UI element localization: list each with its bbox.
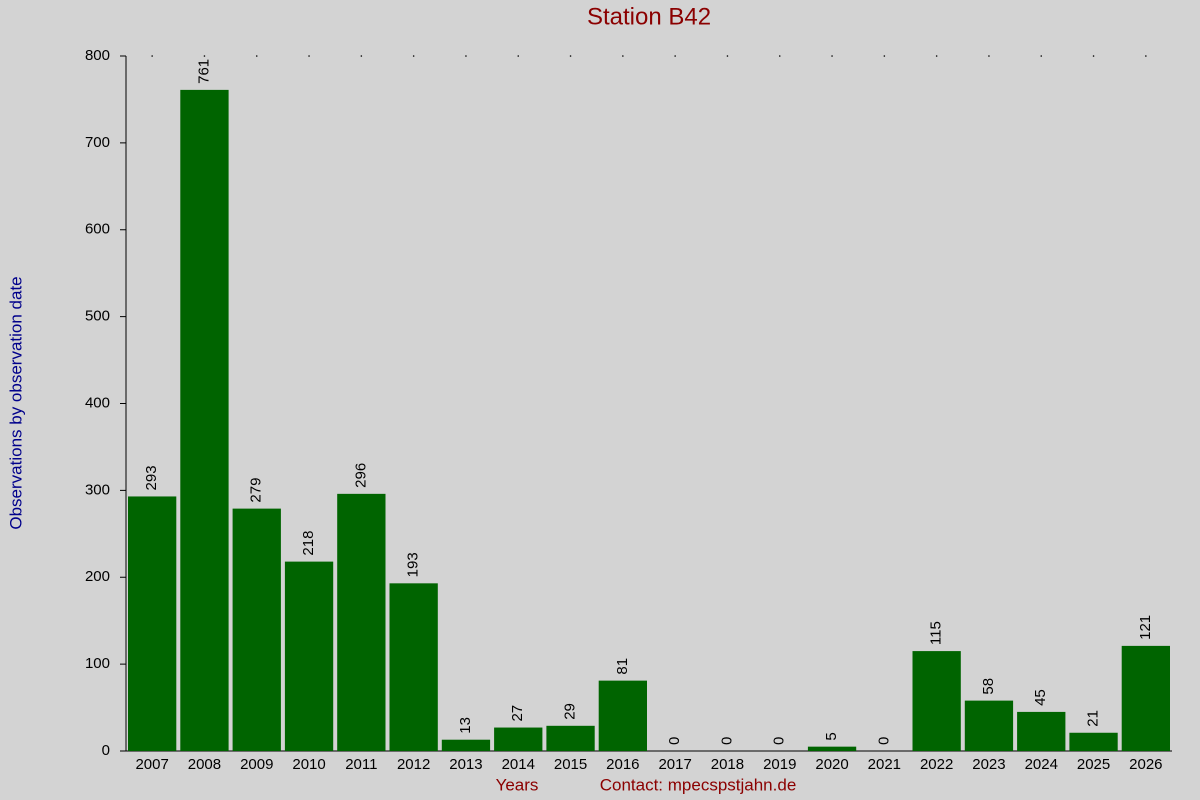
value-label: 0 xyxy=(718,737,735,745)
bar xyxy=(128,496,177,751)
y-tick-label: 800 xyxy=(85,47,110,64)
top-dot xyxy=(988,55,990,57)
value-label: 115 xyxy=(928,621,945,645)
top-dot xyxy=(255,55,258,57)
top-dot xyxy=(517,55,520,57)
value-label: 58 xyxy=(980,678,997,695)
value-label: 0 xyxy=(771,737,788,745)
top-dot xyxy=(1145,55,1147,57)
value-label: 81 xyxy=(614,658,631,675)
x-tick-label: 2024 xyxy=(1025,756,1058,773)
x-tick-label: 2012 xyxy=(397,756,430,773)
x-tick-label: 2009 xyxy=(240,756,273,773)
value-label: 13 xyxy=(457,717,474,734)
bar xyxy=(1121,645,1170,751)
x-tick-label: 2011 xyxy=(345,756,377,773)
x-tick-label: 2021 xyxy=(868,756,901,773)
bar xyxy=(1069,732,1118,751)
bar xyxy=(494,727,543,751)
top-dot xyxy=(1092,55,1095,57)
top-dot xyxy=(151,55,153,57)
value-label: 29 xyxy=(562,703,579,720)
bar xyxy=(232,508,281,751)
y-tick-label: 200 xyxy=(85,568,110,585)
value-label: 45 xyxy=(1032,689,1049,706)
y-tick-label: 500 xyxy=(85,308,110,325)
value-label: 279 xyxy=(248,478,265,503)
x-tick-label: 2026 xyxy=(1129,756,1162,773)
y-tick-label: 700 xyxy=(85,134,110,151)
value-label: 0 xyxy=(666,737,683,745)
top-dot xyxy=(831,55,833,57)
y-tick-label: 600 xyxy=(85,221,110,238)
top-dot xyxy=(203,55,206,57)
x-tick-label: 2023 xyxy=(972,756,1005,773)
top-dot xyxy=(465,55,467,57)
top-dot xyxy=(778,55,781,57)
top-dot xyxy=(674,55,676,57)
bar xyxy=(807,746,857,751)
bar xyxy=(1017,711,1066,751)
y-tick-label: 100 xyxy=(85,655,110,672)
value-label: 27 xyxy=(509,705,526,722)
bar xyxy=(389,583,438,751)
x-tick-label: 2019 xyxy=(763,756,796,773)
value-label: 293 xyxy=(143,465,160,490)
x-tick-label: 2018 xyxy=(711,756,744,773)
x-tick-label: 2020 xyxy=(815,756,848,773)
y-axis-label: Observations by observation date xyxy=(6,276,25,529)
y-tick-label: 0 xyxy=(102,742,110,759)
top-dot xyxy=(308,55,310,57)
x-tick-label: 2014 xyxy=(502,756,535,773)
bar xyxy=(284,561,334,751)
top-dot xyxy=(569,55,572,57)
top-dot xyxy=(935,55,938,57)
bar xyxy=(337,493,386,751)
x-tick-label: 2015 xyxy=(554,756,587,773)
value-label: 193 xyxy=(405,552,422,577)
x-tick-label: 2008 xyxy=(188,756,221,773)
top-dot xyxy=(622,55,624,57)
value-label: 121 xyxy=(1137,615,1154,640)
value-label: 296 xyxy=(352,463,369,488)
bar xyxy=(546,725,595,751)
y-tick-label: 300 xyxy=(85,481,110,498)
chart-title: Station B42 xyxy=(587,3,711,30)
bar xyxy=(441,739,491,751)
value-label: 21 xyxy=(1085,710,1102,727)
value-label: 218 xyxy=(300,531,317,556)
bar xyxy=(964,700,1014,751)
x-tick-label: 2013 xyxy=(449,756,482,773)
bar xyxy=(912,651,961,751)
top-dot xyxy=(726,55,729,57)
value-label: 761 xyxy=(195,59,212,84)
top-dot xyxy=(360,55,363,57)
value-label: 5 xyxy=(823,732,840,740)
top-dot xyxy=(883,55,886,57)
top-dot xyxy=(1040,55,1043,57)
top-dot xyxy=(412,55,415,57)
x-tick-label: 2022 xyxy=(920,756,953,773)
x-tick-label: 2016 xyxy=(606,756,639,773)
x-tick-label: 2017 xyxy=(658,756,691,773)
x-tick-label: 2010 xyxy=(292,756,325,773)
bar xyxy=(180,89,229,752)
annotation: Contact: mpecspstjahn.de xyxy=(600,775,797,794)
bar xyxy=(598,680,647,751)
x-tick-label: 2007 xyxy=(135,756,168,773)
x-axis-label: Years xyxy=(496,775,539,794)
value-label: 0 xyxy=(875,737,892,745)
x-tick-label: 2025 xyxy=(1077,756,1110,773)
y-tick-label: 400 xyxy=(85,394,110,411)
